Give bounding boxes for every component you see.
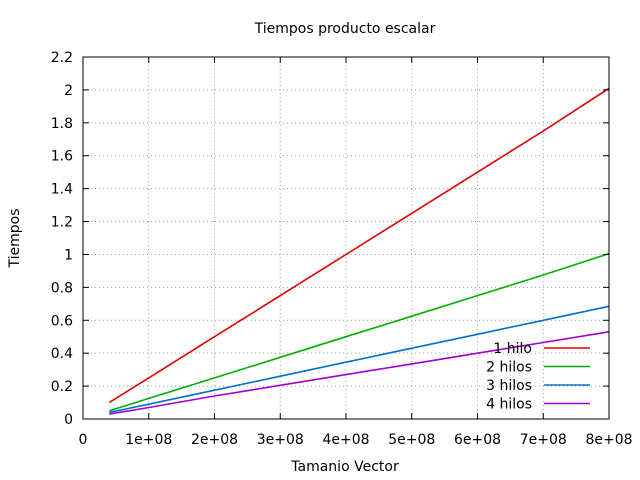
y-tick-label: 1 xyxy=(64,247,73,263)
y-tick-label: 2.2 xyxy=(51,50,73,66)
y-tick-label: 0.2 xyxy=(51,379,73,395)
chart-title: Tiempos producto escalar xyxy=(254,21,436,37)
x-tick-label: 5e+08 xyxy=(388,432,435,448)
x-tick-labels: 0 1e+08 2e+08 3e+08 4e+08 5e+08 6e+08 7e+08 8e+0… xyxy=(79,432,633,448)
y-tick-label: 1.4 xyxy=(51,182,73,198)
y-tick-label: 0.6 xyxy=(51,313,73,329)
y-tick-label: 0.4 xyxy=(51,346,73,362)
x-tick-label: 7e+08 xyxy=(520,432,567,448)
series-line xyxy=(108,87,610,404)
legend-label: 2 hilos xyxy=(486,360,532,376)
x-tick-label: 0 xyxy=(79,432,88,448)
y-axis-label: Tiempos xyxy=(7,208,23,268)
x-tick-label: 1e+08 xyxy=(125,432,172,448)
x-axis-label: Tamanio Vector xyxy=(290,459,399,475)
y-tick-labels: 0 0.2 0.4 0.6 0.8 1 1.2 1.4 1.6 1.8 2 2.2 xyxy=(51,50,73,428)
y-tick-label: 1.2 xyxy=(51,215,73,231)
y-tick-label: 0 xyxy=(64,412,73,428)
y-tick-label: 0.8 xyxy=(51,280,73,296)
legend: 1 hilo 2 hilos 3 hilos 4 hilos xyxy=(486,341,590,413)
y-tick-label: 1.8 xyxy=(51,116,73,132)
legend-label: 1 hilo xyxy=(493,341,532,357)
series-line xyxy=(109,331,610,415)
legend-label: 4 hilos xyxy=(486,397,532,413)
y-tick-label: 1.6 xyxy=(51,149,73,165)
x-tick-label: 3e+08 xyxy=(257,432,304,448)
x-tick-label: 4e+08 xyxy=(322,432,369,448)
series-line xyxy=(109,252,610,412)
x-tick-label: 8e+08 xyxy=(585,432,632,448)
series-lines xyxy=(108,87,610,415)
y-tick-label: 2 xyxy=(64,83,73,99)
x-tick-label: 6e+08 xyxy=(454,432,501,448)
x-tick-label: 2e+08 xyxy=(191,432,238,448)
grid xyxy=(83,57,609,419)
series-line xyxy=(109,305,610,414)
plot-frame xyxy=(82,56,610,420)
legend-label: 3 hilos xyxy=(486,378,532,394)
